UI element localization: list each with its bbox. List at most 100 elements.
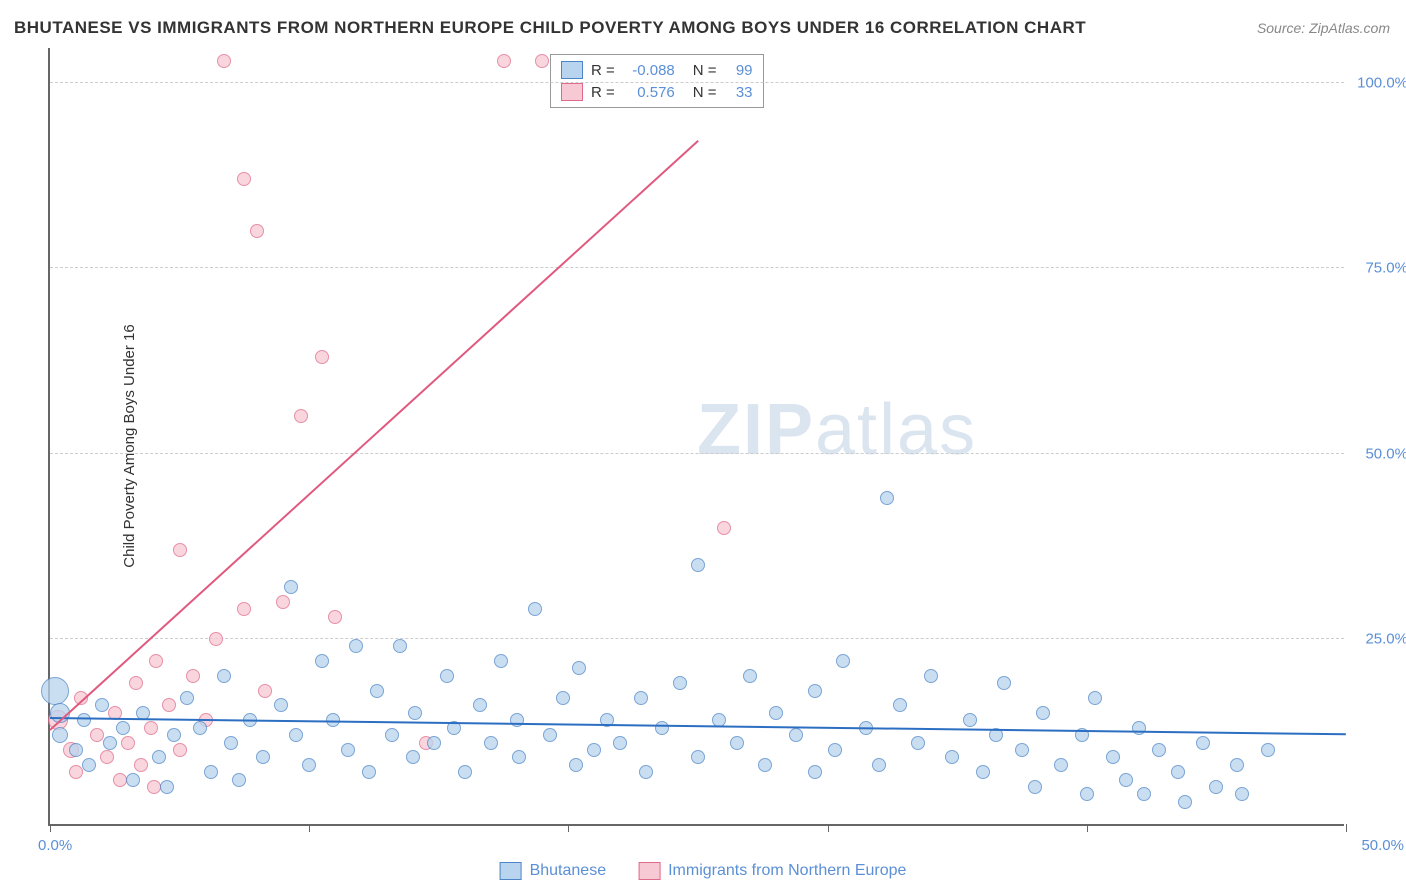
scatter-point-a	[924, 669, 938, 683]
scatter-point-a	[370, 684, 384, 698]
scatter-point-a	[232, 773, 246, 787]
scatter-point-b	[209, 632, 223, 646]
y-tick-label: 75.0%	[1365, 260, 1406, 277]
legend-item-b: Immigrants from Northern Europe	[638, 862, 906, 880]
scatter-point-a	[543, 728, 557, 742]
scatter-point-a	[808, 684, 822, 698]
scatter-point-a	[224, 736, 238, 750]
stat-n-label: N =	[693, 84, 717, 101]
stat-r-label: R =	[591, 84, 615, 101]
x-tick-label-min: 0.0%	[38, 837, 72, 854]
scatter-point-a	[167, 728, 181, 742]
scatter-point-a	[427, 736, 441, 750]
scatter-point-a	[758, 758, 772, 772]
chart-title: BHUTANESE VS IMMIGRANTS FROM NORTHERN EU…	[14, 18, 1086, 38]
scatter-point-a	[217, 669, 231, 683]
scatter-point-a	[315, 654, 329, 668]
gridline	[50, 82, 1344, 83]
scatter-point-a	[655, 721, 669, 735]
scatter-point-a	[349, 639, 363, 653]
stat-r-label: R =	[591, 62, 615, 79]
scatter-point-a	[880, 491, 894, 505]
scatter-point-b	[134, 758, 148, 772]
stats-row-b: R = 0.576 N = 33	[561, 81, 753, 103]
gridline	[50, 638, 1344, 639]
scatter-point-b	[186, 669, 200, 683]
scatter-point-a	[911, 736, 925, 750]
scatter-point-a	[1196, 736, 1210, 750]
legend-label-a: Bhutanese	[530, 862, 607, 880]
scatter-point-a	[639, 765, 653, 779]
y-tick-label: 25.0%	[1365, 630, 1406, 647]
scatter-point-a	[302, 758, 316, 772]
scatter-point-b	[276, 595, 290, 609]
stat-n-label: N =	[693, 62, 717, 79]
scatter-point-a	[204, 765, 218, 779]
scatter-point-a	[556, 691, 570, 705]
scatter-point-a	[587, 743, 601, 757]
scatter-point-a	[730, 736, 744, 750]
scatter-point-a	[769, 706, 783, 720]
scatter-point-b	[217, 54, 231, 68]
scatter-point-a	[274, 698, 288, 712]
scatter-point-a	[41, 677, 69, 705]
scatter-point-a	[963, 713, 977, 727]
correlation-stats-box: R = -0.088 N = 99 R = 0.576 N = 33	[550, 54, 764, 108]
scatter-point-a	[77, 713, 91, 727]
scatter-point-a	[1036, 706, 1050, 720]
scatter-point-a	[673, 676, 687, 690]
stat-r-value-a: -0.088	[623, 62, 675, 79]
stats-row-a: R = -0.088 N = 99	[561, 59, 753, 81]
scatter-point-b	[149, 654, 163, 668]
scatter-point-a	[440, 669, 454, 683]
scatter-point-a	[341, 743, 355, 757]
scatter-point-a	[1054, 758, 1068, 772]
scatter-point-a	[808, 765, 822, 779]
x-tick	[1346, 824, 1347, 832]
scatter-point-b	[173, 743, 187, 757]
scatter-point-a	[1171, 765, 1185, 779]
scatter-point-b	[113, 773, 127, 787]
scatter-point-b	[121, 736, 135, 750]
scatter-point-a	[160, 780, 174, 794]
scatter-point-b	[90, 728, 104, 742]
x-tick	[50, 824, 51, 832]
scatter-point-a	[152, 750, 166, 764]
scatter-point-a	[103, 736, 117, 750]
legend-swatch-pink	[638, 862, 660, 880]
scatter-point-a	[1080, 787, 1094, 801]
swatch-blue	[561, 61, 583, 79]
scatter-point-a	[1106, 750, 1120, 764]
scatter-point-b	[129, 676, 143, 690]
scatter-point-a	[393, 639, 407, 653]
legend-item-a: Bhutanese	[500, 862, 607, 880]
scatter-point-b	[315, 350, 329, 364]
scatter-point-a	[528, 602, 542, 616]
scatter-point-a	[1137, 787, 1151, 801]
scatter-point-a	[126, 773, 140, 787]
scatter-point-a	[52, 727, 68, 743]
scatter-point-a	[1119, 773, 1133, 787]
stat-n-value-b: 33	[725, 84, 753, 101]
scatter-point-a	[362, 765, 376, 779]
scatter-point-a	[82, 758, 96, 772]
x-tick-label-max: 50.0%	[1361, 837, 1404, 854]
scatter-point-a	[945, 750, 959, 764]
gridline	[50, 453, 1344, 454]
watermark-atlas: atlas	[815, 390, 977, 470]
trend-line-a	[50, 717, 1346, 735]
watermark-zip: ZIP	[697, 390, 815, 470]
watermark: ZIPatlas	[697, 389, 977, 471]
y-tick-label: 50.0%	[1365, 445, 1406, 462]
scatter-point-b	[535, 54, 549, 68]
scatter-point-b	[237, 602, 251, 616]
trend-line-b	[49, 141, 698, 732]
scatter-point-a	[484, 736, 498, 750]
scatter-plot-area: ZIPatlas R = -0.088 N = 99 R = 0.576 N =…	[48, 48, 1344, 826]
scatter-point-a	[193, 721, 207, 735]
scatter-point-a	[1261, 743, 1275, 757]
scatter-point-a	[180, 691, 194, 705]
scatter-point-a	[1209, 780, 1223, 794]
scatter-point-b	[173, 543, 187, 557]
scatter-point-a	[256, 750, 270, 764]
